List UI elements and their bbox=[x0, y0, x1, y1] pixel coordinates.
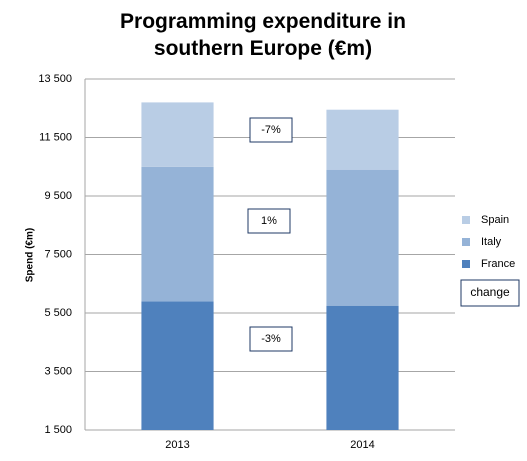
y-tick-label: 5 500 bbox=[44, 307, 72, 319]
legend-swatch bbox=[462, 238, 470, 246]
bar-segment bbox=[141, 102, 214, 167]
annotation: change bbox=[470, 285, 510, 299]
legend-swatch bbox=[462, 216, 470, 224]
legend-swatch bbox=[462, 260, 470, 268]
annotation-box bbox=[249, 326, 293, 352]
annotation: -7% bbox=[261, 124, 281, 136]
annotation-box bbox=[460, 279, 520, 307]
y-tick-label: 13 500 bbox=[38, 73, 72, 85]
y-tick-label: 1 500 bbox=[44, 424, 72, 436]
legend-label: France bbox=[481, 258, 515, 270]
legend-label: Italy bbox=[481, 236, 502, 248]
annotation-box bbox=[247, 208, 291, 234]
annotation-box bbox=[249, 117, 293, 143]
bar-segment bbox=[326, 109, 399, 170]
x-tick-label: 2014 bbox=[350, 439, 374, 451]
bar-segment bbox=[326, 169, 399, 306]
y-axis-label: Spend (€m) bbox=[25, 228, 36, 282]
x-tick-label: 2013 bbox=[165, 439, 189, 451]
y-tick-label: 11 500 bbox=[39, 131, 72, 143]
y-tick-label: 3 500 bbox=[44, 365, 72, 377]
annotation: 1% bbox=[261, 215, 277, 227]
bar-segment bbox=[326, 305, 399, 430]
chart-title: Programming expenditure in southern Euro… bbox=[120, 10, 406, 60]
annotation: -3% bbox=[261, 333, 281, 345]
bar-segment bbox=[141, 166, 214, 302]
y-tick-label: 9 500 bbox=[44, 190, 72, 202]
legend-label: Spain bbox=[481, 214, 509, 226]
y-tick-label: 7 500 bbox=[44, 248, 72, 260]
bar-segment bbox=[141, 301, 214, 430]
